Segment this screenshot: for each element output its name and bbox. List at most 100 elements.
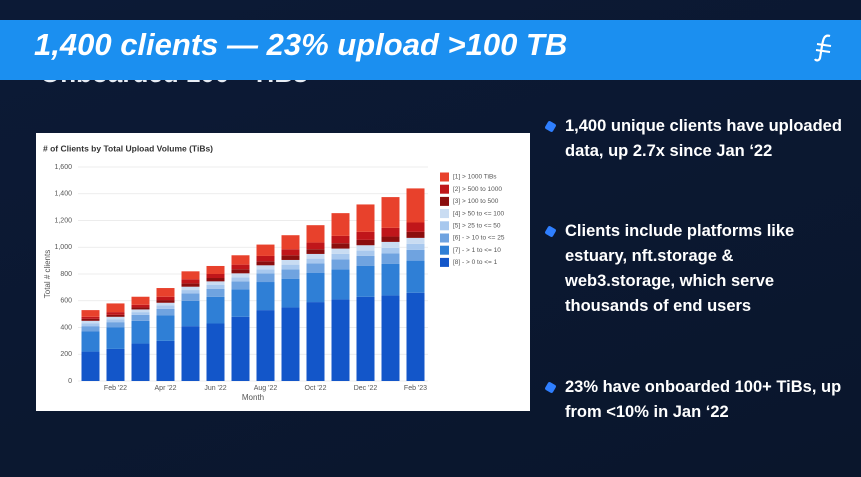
bar-segment [406,188,425,223]
legend-swatch [440,172,449,182]
bar-segment [306,253,325,259]
bar-segment [156,340,175,381]
bar-segment [81,318,100,321]
bar-segment [281,307,300,381]
bar-segment [106,316,125,320]
x-tick-label: Feb '23 [404,385,427,392]
bar-segment [331,253,350,260]
bar-segment [106,327,125,349]
bar-segment [356,265,375,297]
bar-segment [156,302,175,306]
bar-segment [131,304,150,308]
bar-segment [281,249,300,256]
title-banner [0,20,861,80]
legend-label: [4] > 50 to <= 100 [453,210,505,217]
bar-segment [231,255,250,265]
bullet: Clients include platforms like estuary, … [544,219,826,319]
bar-segment [81,320,100,324]
bar-segment [406,249,425,261]
chart-title: # of Clients by Total Upload Volume (TiB… [43,143,213,153]
bar-segment [256,244,275,256]
legend-label: [1] > 1000 TiBs [453,174,497,181]
bar-segment [406,260,425,293]
bullet: 23% have onboarded 100+ TiBs, up from <1… [544,375,861,425]
bar-segment [206,323,225,381]
bar-segment [206,284,225,289]
bar-segment [356,204,375,232]
legend-label: [5] > 25 to <= 50 [453,223,501,230]
bar-segment [81,310,100,317]
x-tick-label: Aug '22 [254,385,278,392]
bar-segment [156,288,175,297]
bar-segment [231,269,250,274]
bar-segment [256,310,275,381]
bar-segment [381,227,400,237]
legend-label: [6] - > 10 to <= 25 [453,235,505,242]
bar-segment [156,300,175,303]
bar-segment [231,264,250,270]
bar-segment [81,323,100,327]
bar-segment [331,243,350,249]
bar-segment [381,241,400,248]
y-tick-label: 1,600 [54,164,72,171]
legend-swatch [440,184,449,194]
legend-label: [2] > 500 to 1000 [453,186,502,193]
bar-segment [256,269,275,274]
bar-segment [106,314,125,317]
bar-segment [206,274,225,279]
slide-title: 1,400 clients — 23% upload >100 TB [34,27,568,62]
bar-segment [281,259,300,265]
legend-swatch [440,196,449,206]
y-tick-label: 1,200 [54,217,72,224]
y-tick-label: 1,400 [54,191,72,198]
bar-segment [131,307,150,310]
bar-segment [281,255,300,260]
x-axis-label: Month [242,393,264,402]
bar-segment [106,348,125,381]
bar-segment [181,293,200,301]
bar-segment [406,243,425,250]
bar-segment [206,265,225,274]
bar-segment [331,269,350,300]
bar-segment [231,273,250,278]
bar-segment [256,265,275,270]
y-tick-label: 0 [68,378,72,385]
bar-segment [281,235,300,250]
bar-segment [281,278,300,308]
bar-segment [81,316,100,319]
legend-swatch [440,245,449,255]
bar-segment [156,308,175,316]
x-tick-label: Apr '22 [155,385,177,392]
x-tick-label: Dec '22 [354,385,378,392]
bar-segment [231,289,250,317]
bullet-text: Clients include platforms like estuary, … [565,222,795,315]
bullet-text: 23% have onboarded 100+ TiBs, up from <1… [565,378,842,421]
bar-segment [231,281,250,290]
bar-segment [356,255,375,266]
bar-segment [81,326,100,332]
x-tick-label: Oct '22 [305,385,327,392]
bar-segment [356,239,375,246]
bar-segment [131,309,150,313]
bar-segment [356,250,375,256]
y-tick-label: 200 [60,351,72,358]
bar-segment [106,322,125,328]
bar-segment [256,261,275,266]
bar-segment [381,295,400,381]
bar-segment [156,315,175,341]
bar-segment [381,247,400,254]
bar-segment [331,248,350,254]
logo [814,34,832,62]
legend-swatch [440,257,449,267]
bar-segment [406,292,425,381]
x-tick-label: Feb '22 [104,385,127,392]
bar-segment [306,258,325,264]
bar-segment [306,242,325,250]
bar-segment [206,296,225,324]
bar-segment [131,320,150,344]
bar-segment [206,278,225,282]
bar-segment [131,312,150,315]
bar-segment [181,279,200,284]
bar-segment [131,314,150,321]
